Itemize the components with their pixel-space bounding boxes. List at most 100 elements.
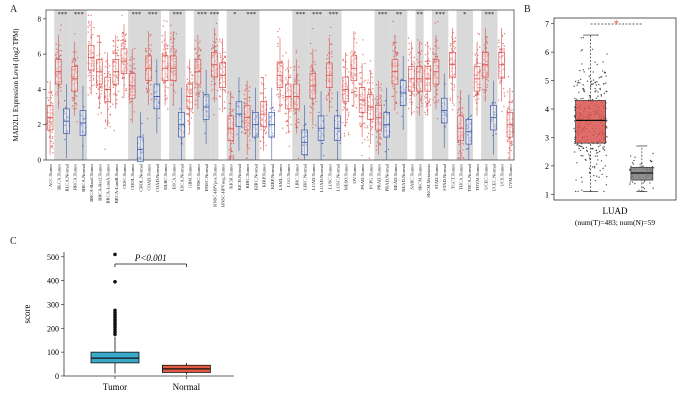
data-point [433, 57, 435, 60]
data-point [219, 55, 222, 57]
data-point [503, 45, 506, 47]
data-point [265, 74, 267, 76]
data-point [92, 33, 94, 36]
data-point [375, 83, 378, 86]
data-point [296, 80, 298, 82]
data-point [91, 85, 93, 87]
data-point [442, 108, 445, 110]
data-point [606, 53, 608, 55]
data-point [343, 102, 345, 105]
data-point [165, 86, 167, 88]
data-point [457, 96, 459, 98]
data-point [170, 32, 172, 34]
data-point [413, 56, 415, 59]
data-point [400, 78, 402, 81]
data-point [73, 69, 75, 71]
significance-label: * [463, 11, 466, 18]
data-point [229, 121, 231, 124]
data-point [594, 179, 597, 182]
data-point [101, 87, 103, 89]
data-point [224, 91, 227, 93]
data-point [215, 50, 217, 52]
significance-label: *** [246, 11, 256, 18]
data-point [255, 128, 257, 130]
data-point [95, 85, 98, 87]
significance-label: *** [296, 11, 306, 18]
data-point [198, 57, 200, 59]
data-point [474, 74, 477, 76]
data-point [599, 169, 601, 172]
data-point [348, 133, 350, 136]
data-point [346, 86, 348, 88]
data-point [502, 42, 504, 45]
data-point [631, 162, 634, 164]
data-point [441, 102, 444, 104]
data-point [187, 100, 189, 102]
data-point [52, 152, 54, 154]
data-point [289, 74, 292, 76]
data-point [206, 95, 209, 98]
data-point [486, 43, 488, 45]
data-point [600, 76, 602, 78]
data-point [72, 59, 74, 62]
data-point [47, 97, 49, 99]
data-point [346, 95, 348, 97]
data-point [384, 151, 387, 153]
data-point [354, 93, 356, 96]
significance-label: *** [328, 11, 338, 18]
data-point [594, 87, 596, 90]
data-point [372, 87, 374, 90]
data-point [46, 81, 49, 83]
data-point [107, 98, 110, 100]
data-point [424, 44, 427, 46]
data-point [269, 125, 271, 128]
data-point [154, 92, 156, 94]
data-point [124, 67, 126, 69]
data-point [188, 108, 190, 111]
data-point [378, 123, 381, 125]
data-point [64, 138, 66, 141]
data-point [97, 96, 100, 99]
data-point [277, 96, 280, 98]
data-point [384, 110, 387, 113]
data-point [51, 109, 53, 111]
x-tick-label: SKCM.Tumor [418, 164, 423, 191]
data-point [260, 76, 262, 79]
data-point [453, 104, 455, 106]
data-point [477, 71, 480, 74]
y-tick-label: 7 [545, 20, 549, 29]
x-tick-label: Normal [173, 382, 201, 392]
data-point [395, 101, 397, 103]
data-point [605, 127, 608, 129]
data-point [71, 61, 73, 63]
shade-band [193, 10, 211, 160]
data-point [424, 95, 426, 97]
data-point [588, 157, 591, 159]
data-point [232, 140, 234, 143]
data-point [76, 56, 79, 59]
data-point [632, 163, 635, 165]
data-point [282, 94, 284, 97]
significance-label: *** [172, 11, 182, 18]
data-point [418, 107, 420, 109]
data-point [351, 75, 354, 77]
data-point [116, 46, 119, 48]
data-point [47, 91, 50, 94]
data-point [221, 41, 223, 44]
data-point [379, 133, 381, 136]
data-point [453, 84, 455, 86]
data-point [360, 95, 362, 98]
data-point [346, 75, 348, 78]
data-point [280, 77, 283, 80]
data-point [503, 47, 505, 50]
data-point [150, 84, 152, 86]
data-point [232, 156, 235, 159]
data-point [436, 59, 438, 62]
data-point [310, 91, 313, 94]
data-point [294, 91, 296, 94]
data-point [359, 84, 361, 86]
data-point [280, 65, 282, 67]
data-point [494, 102, 496, 104]
data-point [165, 94, 167, 97]
data-point [450, 74, 452, 76]
